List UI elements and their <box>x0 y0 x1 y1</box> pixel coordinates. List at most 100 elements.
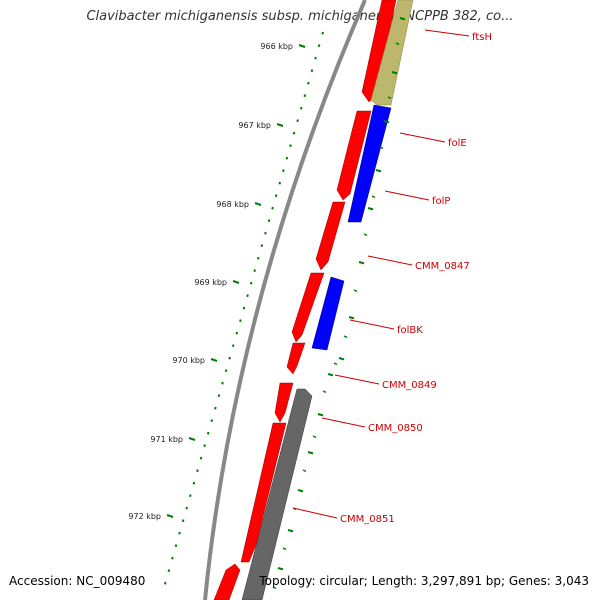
minor-tick <box>399 17 406 21</box>
minor-tick <box>358 261 365 265</box>
leader-line <box>384 190 430 201</box>
leader-line <box>367 255 413 266</box>
minor-tick <box>391 71 398 75</box>
gene-label: CMM_0850 <box>368 423 423 434</box>
minor-tick <box>338 357 345 361</box>
scale-dot <box>185 506 189 510</box>
scale-dot <box>317 44 321 48</box>
scale-dot <box>310 69 314 73</box>
scale-dot <box>217 394 221 398</box>
scale-dot <box>167 569 171 573</box>
gene-arrow <box>315 201 346 271</box>
minor-tick <box>375 169 382 173</box>
backbone-ring <box>203 0 367 600</box>
scale-dot <box>292 131 296 135</box>
minor-tick <box>367 207 374 211</box>
accession-text: Accession: NC_009480 <box>9 574 146 588</box>
scale-dot <box>303 94 307 98</box>
tick-label: 969 kbp <box>194 278 227 287</box>
minor-tick <box>297 489 304 493</box>
scale-dot <box>257 256 260 260</box>
topology-summary: Topology: circular; Length: 3,297,891 bp… <box>259 574 589 588</box>
major-tick <box>276 123 284 127</box>
scale-dot <box>299 106 303 110</box>
tick-label: 970 kbp <box>172 356 205 365</box>
scale-dot <box>228 356 231 360</box>
leader-line <box>424 29 470 37</box>
minor-tick <box>302 469 307 473</box>
scale-dot <box>163 581 167 585</box>
tick-label: 966 kbp <box>260 42 293 51</box>
leader-line <box>349 319 395 330</box>
minor-tick <box>371 195 376 199</box>
minor-tick <box>387 96 392 100</box>
gene-arrow <box>370 0 414 106</box>
gene-label: CMM_0849 <box>382 380 437 391</box>
reverse-strand-track <box>241 0 414 600</box>
gene-label: ftsH <box>472 32 492 43</box>
minor-tick <box>343 335 348 339</box>
major-tick <box>298 44 306 48</box>
gene-arrow <box>336 110 372 201</box>
tick-label: 967 kbp <box>238 121 271 130</box>
gene-arrow <box>347 104 392 223</box>
minor-tick <box>333 362 338 366</box>
scale-dot <box>267 219 271 223</box>
minor-tick <box>272 586 277 590</box>
gene-arrow <box>240 422 287 563</box>
scale-dot <box>224 369 228 373</box>
major-tick <box>254 202 262 206</box>
gene-label: folP <box>432 196 450 207</box>
major-tick <box>210 358 218 362</box>
scale-dot <box>189 494 192 498</box>
scale-dot <box>235 331 239 335</box>
scale-dot <box>203 444 206 448</box>
gene-arrow <box>286 342 306 375</box>
scale-dot <box>181 519 185 523</box>
scale-dot <box>264 231 267 235</box>
scale-dot <box>206 431 210 435</box>
minor-tick <box>312 435 317 439</box>
major-tick <box>232 280 240 284</box>
minor-tick <box>277 567 284 571</box>
leader-line <box>321 417 366 428</box>
gene-label-layer: ftsH folE folP CMM_0847 folBK CMM_0849 CMM_085… <box>292 29 492 525</box>
scale-dot <box>231 344 235 348</box>
tick-label: 972 kbp <box>128 512 161 521</box>
scale-dot <box>210 419 214 423</box>
scale-dot <box>278 181 282 185</box>
gene-label: folBK <box>397 325 423 336</box>
minor-tick <box>322 390 327 394</box>
scale-dot <box>174 544 178 548</box>
scale-dot <box>249 281 253 285</box>
scale-dot <box>178 531 181 535</box>
major-tick <box>188 437 196 441</box>
scale-dot <box>253 269 256 273</box>
scale-dot <box>199 456 203 460</box>
scale-dot <box>314 56 317 60</box>
leader-line <box>399 132 446 143</box>
minor-tick <box>363 233 368 237</box>
minor-tick <box>282 547 287 551</box>
scale-dot <box>171 556 174 560</box>
scale-dot <box>246 294 249 298</box>
tick-label: 971 kbp <box>150 435 183 444</box>
minor-tick <box>348 316 355 320</box>
major-tick <box>166 514 174 518</box>
scale-dot <box>282 169 285 173</box>
scale-dot <box>271 206 274 210</box>
scale-dot <box>214 406 217 410</box>
tick-label: 968 kbp <box>216 200 249 209</box>
scale-dot <box>196 469 199 473</box>
scale-dot <box>192 481 196 485</box>
scale-dot <box>260 244 264 248</box>
gene-label: folE <box>448 138 467 149</box>
scale-dot <box>221 381 224 385</box>
forward-strand-track <box>213 0 397 600</box>
minor-tick <box>307 451 314 455</box>
scale-dot <box>289 144 292 148</box>
minor-tick <box>327 373 334 377</box>
minor-tick <box>379 146 384 150</box>
gene-label: CMM_0847 <box>415 261 470 272</box>
